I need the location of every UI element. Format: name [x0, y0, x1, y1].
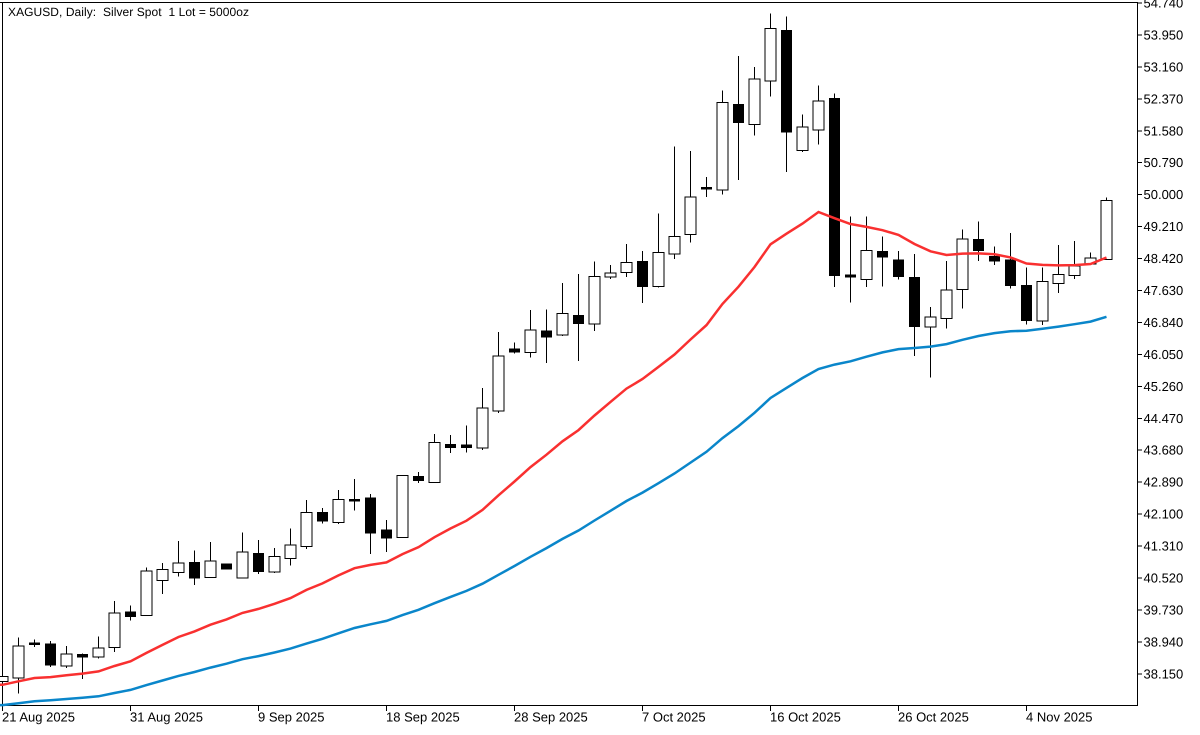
- svg-text:26 Oct 2025: 26 Oct 2025: [898, 710, 969, 725]
- svg-text:31 Aug 2025: 31 Aug 2025: [130, 710, 203, 725]
- svg-text:39.730: 39.730: [1144, 602, 1184, 617]
- svg-text:43.680: 43.680: [1144, 443, 1184, 458]
- svg-text:44.470: 44.470: [1144, 411, 1184, 426]
- svg-text:53.950: 53.950: [1144, 27, 1184, 42]
- svg-text:28 Sep 2025: 28 Sep 2025: [514, 710, 588, 725]
- svg-text:9 Sep 2025: 9 Sep 2025: [258, 710, 325, 725]
- svg-text:4 Nov 2025: 4 Nov 2025: [1026, 710, 1093, 725]
- svg-text:21 Aug 2025: 21 Aug 2025: [2, 710, 75, 725]
- svg-text:38.150: 38.150: [1144, 666, 1184, 681]
- svg-text:42.890: 42.890: [1144, 475, 1184, 490]
- svg-text:42.100: 42.100: [1144, 507, 1184, 522]
- svg-text:51.580: 51.580: [1144, 123, 1184, 138]
- svg-text:XAGUSD, Daily: Silver Spot 1: XAGUSD, Daily: Silver Spot 1 Lot = 5000o…: [8, 5, 249, 19]
- svg-text:46.050: 46.050: [1144, 347, 1184, 362]
- svg-text:7 Oct 2025: 7 Oct 2025: [642, 710, 706, 725]
- svg-text:18 Sep 2025: 18 Sep 2025: [386, 710, 460, 725]
- svg-text:38.940: 38.940: [1144, 634, 1184, 649]
- svg-text:47.630: 47.630: [1144, 283, 1184, 298]
- svg-text:16 Oct 2025: 16 Oct 2025: [770, 710, 841, 725]
- svg-text:46.840: 46.840: [1144, 315, 1184, 330]
- svg-text:41.310: 41.310: [1144, 539, 1184, 554]
- svg-text:53.160: 53.160: [1144, 59, 1184, 74]
- svg-text:50.000: 50.000: [1144, 187, 1184, 202]
- svg-text:54.740: 54.740: [1144, 0, 1184, 11]
- svg-text:45.260: 45.260: [1144, 379, 1184, 394]
- svg-text:50.790: 50.790: [1144, 155, 1184, 170]
- svg-text:49.210: 49.210: [1144, 219, 1184, 234]
- svg-text:52.370: 52.370: [1144, 91, 1184, 106]
- svg-text:40.520: 40.520: [1144, 571, 1184, 586]
- svg-text:48.420: 48.420: [1144, 251, 1184, 266]
